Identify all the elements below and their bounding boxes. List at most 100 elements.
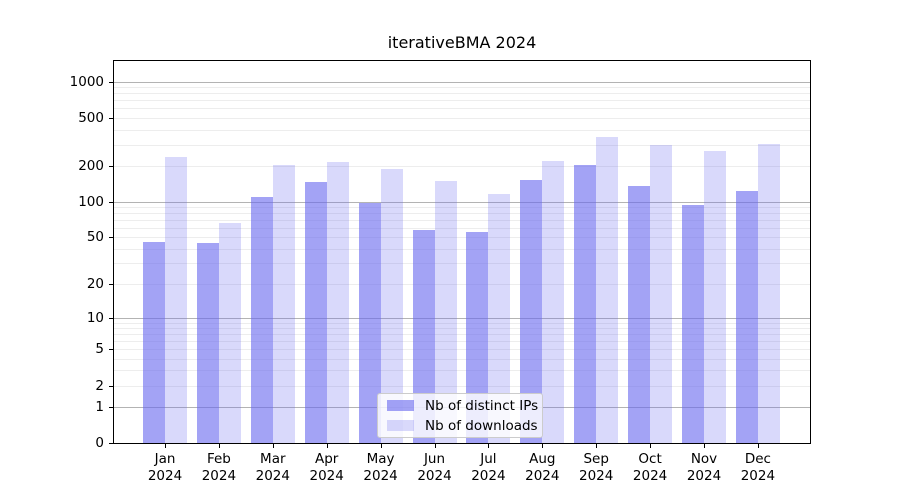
bar-nb-of-distinct-ips-jan <box>143 241 165 443</box>
bar-nb-of-downloads-aug <box>542 160 565 443</box>
y-tick-label: 5 <box>95 341 104 358</box>
y-tick-mark <box>109 81 113 83</box>
x-tick-label: Oct 2024 <box>632 451 668 484</box>
bar-nb-of-downloads-sep <box>596 136 619 443</box>
bar-nb-of-downloads-jun <box>434 180 457 443</box>
y-tick-mark <box>109 201 113 203</box>
x-tick-label: Jul 2024 <box>471 451 506 484</box>
gridline-minor <box>114 349 810 351</box>
bar-nb-of-distinct-ips-feb <box>196 242 219 443</box>
x-tick-mark <box>434 444 436 448</box>
x-tick-label: Nov 2024 <box>686 451 722 484</box>
gridline-minor <box>114 370 810 372</box>
bar-nb-of-downloads-jul <box>488 193 511 443</box>
y-tick-mark <box>109 385 113 387</box>
bar-nb-of-distinct-ips-sep <box>574 164 597 443</box>
x-tick-label: Feb 2024 <box>201 451 237 484</box>
gridline-minor <box>114 144 810 146</box>
bar-nb-of-distinct-ips-dec <box>735 191 758 443</box>
y-tick-label: 20 <box>86 275 104 292</box>
bar-nb-of-downloads-oct <box>650 144 673 443</box>
y-tick-label: 1 <box>95 398 104 415</box>
y-tick-mark <box>109 283 113 285</box>
gridline-minor <box>114 248 810 250</box>
x-tick-label: Apr 2024 <box>309 451 344 484</box>
gridline-minor <box>114 358 810 360</box>
legend-item-distinct-ips: Nb of distinct IPs <box>387 398 542 414</box>
bar-nb-of-distinct-ips-jul <box>466 232 489 443</box>
x-tick-mark <box>542 444 544 448</box>
legend-swatch-distinct-ips <box>387 400 414 411</box>
y-tick-mark <box>109 349 113 351</box>
legend-item-downloads: Nb of downloads <box>387 418 542 434</box>
x-tick-mark <box>488 444 490 448</box>
y-tick-mark <box>109 165 113 167</box>
gridline-minor <box>114 87 810 89</box>
y-tick-label: 100 <box>78 193 104 210</box>
x-tick-label: Dec 2024 <box>740 451 776 484</box>
y-tick-label: 1000 <box>69 73 104 90</box>
gridline-minor <box>114 129 810 131</box>
y-tick-mark <box>109 317 113 319</box>
bar-nb-of-distinct-ips-jun <box>412 229 435 443</box>
x-tick-mark <box>650 444 652 448</box>
gridline-minor <box>114 237 810 239</box>
y-tick-label: 50 <box>86 229 104 246</box>
gridline-minor <box>114 322 810 324</box>
y-tick-mark <box>109 117 113 119</box>
gridline-minor <box>114 334 810 336</box>
gridline-minor <box>114 100 810 102</box>
gridline-minor <box>114 220 810 222</box>
x-tick-mark <box>757 444 759 448</box>
bar-nb-of-distinct-ips-mar <box>250 196 273 443</box>
y-tick-label: 200 <box>78 157 104 174</box>
gridline-major <box>114 81 810 83</box>
y-tick-label: 500 <box>78 109 104 126</box>
bar-nb-of-downloads-apr <box>326 161 349 443</box>
x-tick-mark <box>380 444 382 448</box>
gridline-minor <box>114 207 810 209</box>
x-tick-mark <box>218 444 220 448</box>
bar-nb-of-distinct-ips-nov <box>682 204 704 443</box>
gridline-minor <box>114 385 810 387</box>
y-tick-mark <box>109 237 113 239</box>
gridline-minor <box>114 263 810 265</box>
gridline-minor <box>114 213 810 215</box>
gridline-minor <box>114 93 810 95</box>
bar-nb-of-downloads-dec <box>757 143 780 443</box>
gridline-minor <box>114 108 810 110</box>
plot-area <box>113 60 811 444</box>
bar-nb-of-downloads-mar <box>272 165 295 443</box>
bar-nb-of-downloads-nov <box>704 151 726 443</box>
gridline-minor <box>114 341 810 343</box>
chart-title: iterativeBMA 2024 <box>387 33 537 52</box>
x-tick-mark <box>596 444 598 448</box>
bar-nb-of-distinct-ips-apr <box>304 182 327 443</box>
gridline-minor <box>114 283 810 285</box>
y-tick-mark <box>109 406 113 408</box>
x-tick-label: May 2024 <box>363 451 398 484</box>
bar-nb-of-downloads-feb <box>218 223 241 443</box>
gridline-minor <box>114 227 810 229</box>
x-tick-label: Aug 2024 <box>525 451 560 484</box>
gridline-minor <box>114 165 810 167</box>
bar-nb-of-downloads-jan <box>165 156 187 443</box>
x-tick-mark <box>326 444 328 448</box>
legend-label-distinct-ips: Nb of distinct IPs <box>425 397 539 414</box>
bar-nb-of-distinct-ips-oct <box>628 186 651 443</box>
x-tick-label: Mar 2024 <box>255 451 290 484</box>
y-tick-label: 2 <box>95 377 104 394</box>
x-tick-mark <box>165 444 166 448</box>
bar-nb-of-distinct-ips-may <box>358 203 381 443</box>
y-tick-label: 10 <box>86 309 104 326</box>
x-tick-mark <box>272 444 274 448</box>
x-tick-mark <box>704 444 705 448</box>
gridline-major <box>114 317 810 319</box>
y-tick-mark <box>109 443 113 444</box>
x-tick-label: Jan 2024 <box>147 451 183 484</box>
gridline-minor <box>114 117 810 119</box>
legend-swatch-downloads <box>387 420 414 431</box>
gridline-minor <box>114 328 810 330</box>
y-tick-label: 0 <box>95 435 104 451</box>
